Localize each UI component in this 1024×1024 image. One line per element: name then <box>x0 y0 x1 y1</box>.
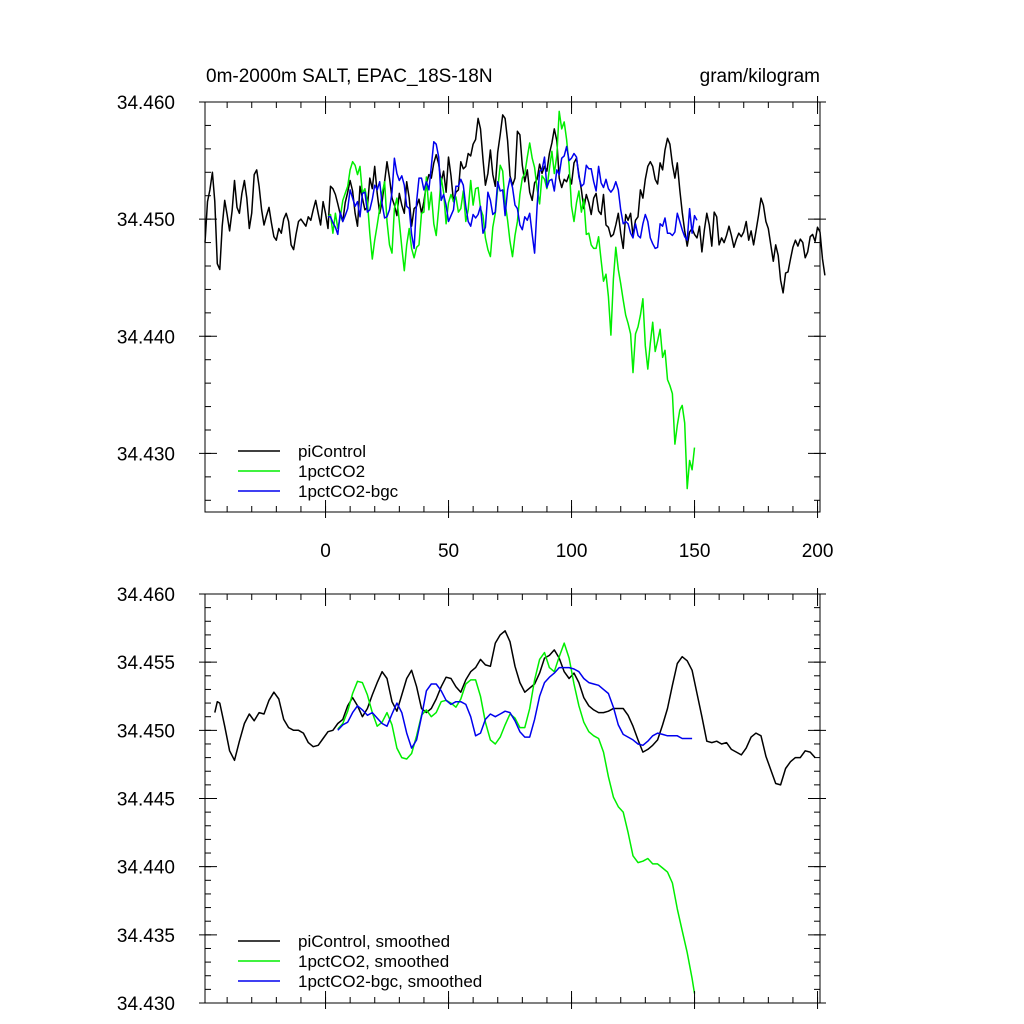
top-series-layer <box>204 110 826 490</box>
legend-label-picontrol: piControl <box>298 442 366 461</box>
series-line-1pctco2-smoothed <box>337 642 696 994</box>
y-tick-label: 34.440 <box>117 858 175 879</box>
series-line-picontrol-smoothed <box>214 630 816 786</box>
series-line-picontrol <box>204 114 826 294</box>
x-tick-label: 50 <box>438 541 459 562</box>
x-tick-label: 150 <box>679 541 711 562</box>
y-tick-label: 34.430 <box>117 444 175 465</box>
y-tick-label: 34.450 <box>117 721 175 742</box>
legend-label-1pctco2: 1pctCO2 <box>298 462 365 481</box>
series-line-1pctco2 <box>327 110 696 490</box>
top-panel: 0m-2000m SALT, EPAC_18S-18N gram/kilogra… <box>117 66 834 562</box>
top-panel-units: gram/kilogram <box>700 66 820 87</box>
top-axes: 34.430 34.440 34.450 34.460 0 50 100 150 200 <box>117 93 834 562</box>
legend-label-1pctco2-bgc: 1pctCO2-bgc <box>298 482 399 501</box>
legend-label-1pctco2-smoothed: 1pctCO2, smoothed <box>298 952 449 971</box>
bottom-legend: piControl, smoothed 1pctCO2, smoothed 1p… <box>238 932 482 991</box>
x-tick-label: 200 <box>802 541 834 562</box>
y-tick-label: 34.450 <box>117 210 175 231</box>
legend-label-1pctco2-bgc-smoothed: 1pctCO2-bgc, smoothed <box>298 972 482 991</box>
bottom-series-layer <box>214 630 816 994</box>
y-tick-label: 34.445 <box>117 790 175 811</box>
y-tick-label: 34.440 <box>117 327 175 348</box>
y-tick-label: 34.435 <box>117 926 175 947</box>
series-line-1pctco2-bgc-smoothed <box>337 666 693 749</box>
y-tick-label: 34.460 <box>117 585 175 606</box>
y-tick-label: 34.460 <box>117 93 175 114</box>
bottom-panel: 34.430 34.435 34.440 34.445 34.450 34.455 34.4… <box>117 585 826 1015</box>
x-tick-label: 100 <box>556 541 588 562</box>
top-panel-title: 0m-2000m SALT, EPAC_18S-18N <box>206 66 493 87</box>
top-legend: piControl 1pctCO2 1pctCO2-bgc <box>238 442 399 501</box>
y-tick-label: 34.455 <box>117 653 175 674</box>
bottom-axes: 34.430 34.435 34.440 34.445 34.450 34.455 34.4… <box>117 585 826 1015</box>
legend-label-picontrol-smoothed: piControl, smoothed <box>298 932 450 951</box>
y-tick-label: 34.430 <box>117 994 175 1015</box>
plot-frame <box>204 101 821 513</box>
x-tick-label: 0 <box>320 541 331 562</box>
series-line-1pctco2-bgc <box>328 141 698 254</box>
